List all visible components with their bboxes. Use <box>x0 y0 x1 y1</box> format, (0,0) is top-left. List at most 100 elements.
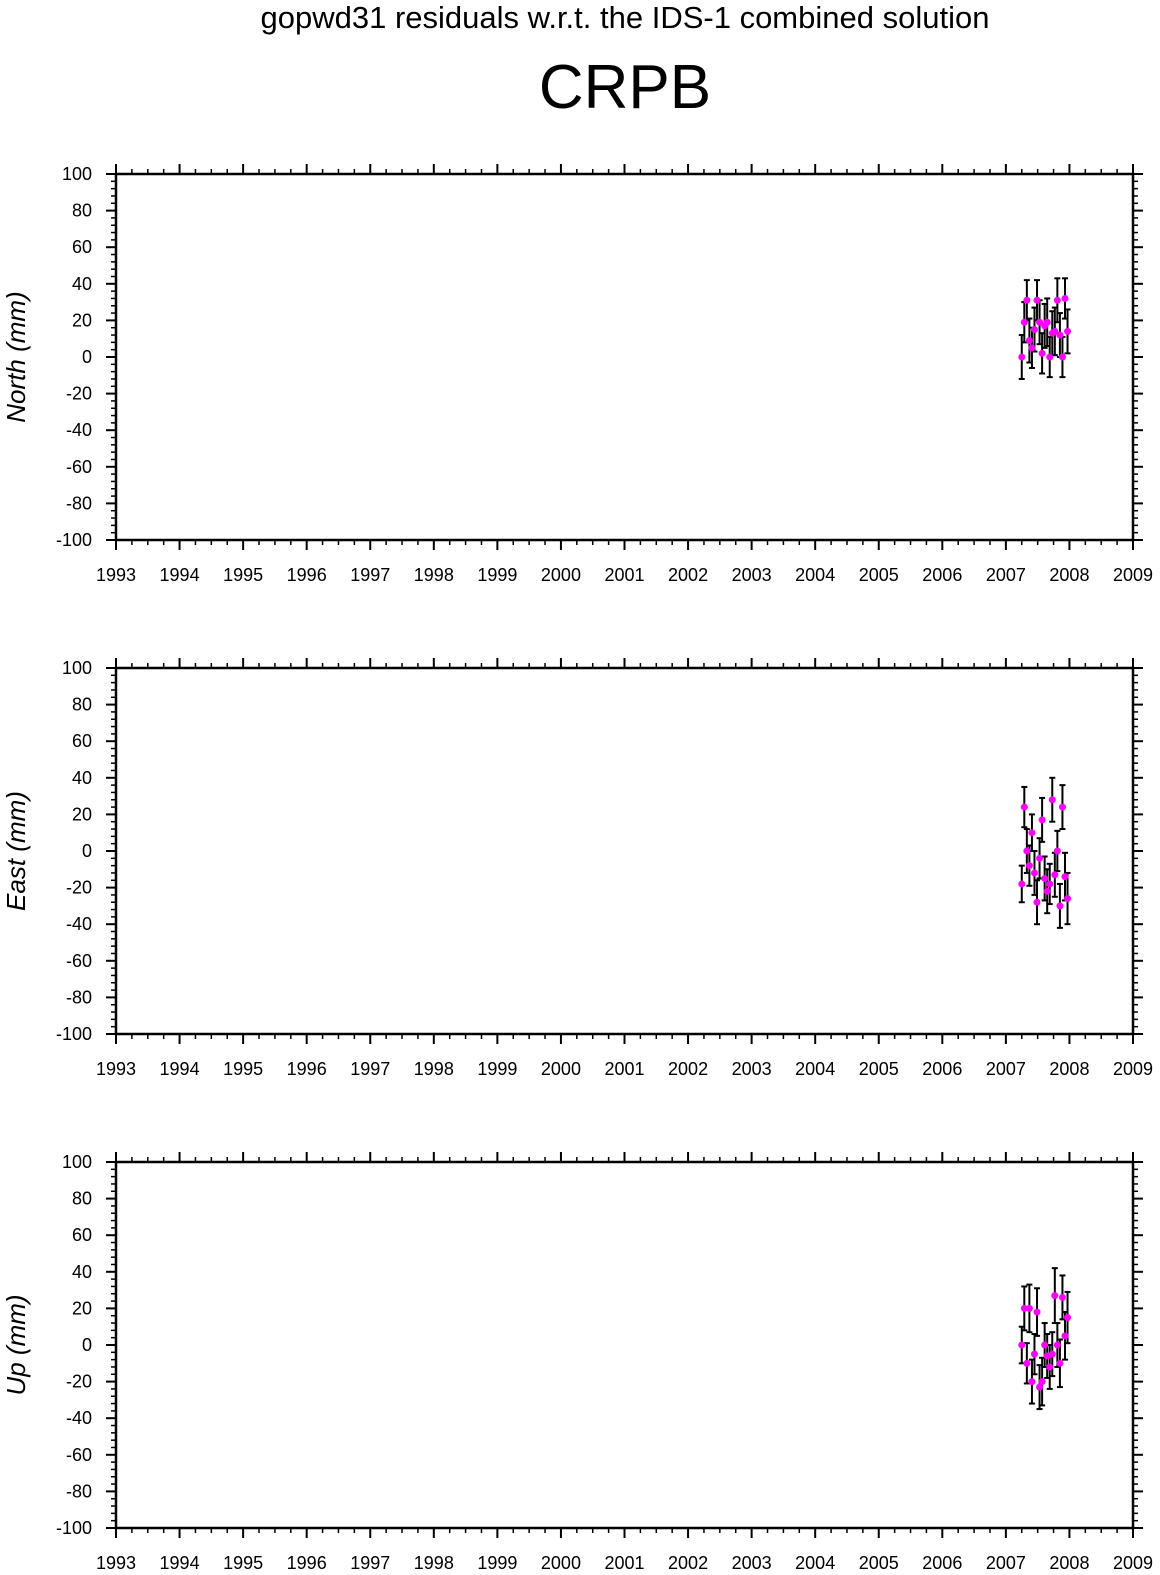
east-xtick-label: 2005 <box>859 1059 899 1079</box>
up-xtick-label: 2008 <box>1049 1553 1089 1573</box>
east-plot-frame <box>114 666 1135 1036</box>
north-plot-frame <box>114 172 1135 542</box>
east-ytick-label: -80 <box>66 987 92 1007</box>
north-ytick-label: 80 <box>72 201 92 221</box>
east-xtick-label: 2009 <box>1113 1059 1153 1079</box>
north-xtick-label: 2006 <box>922 565 962 585</box>
north-ytick-label: 20 <box>72 310 92 330</box>
up-ytick-label: 20 <box>72 1298 92 1318</box>
up-data-point <box>1018 1341 1026 1349</box>
north-data-point <box>1043 318 1051 326</box>
up-ytick-label: 80 <box>72 1189 92 1209</box>
north-ytick-label: -100 <box>56 530 92 550</box>
north-ytick-label: 40 <box>72 274 92 294</box>
up-xtick-label: 1995 <box>223 1553 263 1573</box>
east-data-point <box>1038 816 1046 824</box>
north-xtick-label: 2003 <box>732 565 772 585</box>
east-xtick-label: 2007 <box>986 1059 1026 1079</box>
north-axis-label: North (mm) <box>1 291 31 422</box>
north-data-point <box>1046 353 1054 361</box>
east-ytick-label: 0 <box>82 841 92 861</box>
east-xtick-label: 1996 <box>287 1059 327 1079</box>
up-xtick-label: 2003 <box>732 1553 772 1573</box>
up-data-point <box>1020 1304 1028 1312</box>
north-xtick-label: 1999 <box>477 565 517 585</box>
north-data-point <box>1053 296 1061 304</box>
up-ytick-label: 40 <box>72 1262 92 1282</box>
up-ytick-label: -80 <box>66 1481 92 1501</box>
north-ytick-label: -40 <box>66 420 92 440</box>
up-ytick-label: 100 <box>62 1152 92 1172</box>
up-data-point <box>1030 1350 1038 1358</box>
north-data-point <box>1058 353 1066 361</box>
east-data-point <box>1020 803 1028 811</box>
east-data-point <box>1025 862 1033 870</box>
up-data-point <box>1051 1292 1059 1300</box>
east-xtick-label: 2006 <box>922 1059 962 1079</box>
east-data-point <box>1033 898 1041 906</box>
up-xtick-label: 2000 <box>541 1553 581 1573</box>
up-xtick-label: 2006 <box>922 1553 962 1573</box>
east-data-point <box>1056 902 1064 910</box>
north-ytick-label: -60 <box>66 457 92 477</box>
east-xtick-label: 1995 <box>223 1059 263 1079</box>
up-data-point <box>1033 1308 1041 1316</box>
north-data-point <box>1051 327 1059 335</box>
station-title: CRPB <box>538 53 712 122</box>
east-data-point <box>1028 829 1036 837</box>
east-xtick-label: 2003 <box>732 1059 772 1079</box>
east-xtick-label: 2002 <box>668 1059 708 1079</box>
east-xtick-label: 2004 <box>795 1059 835 1079</box>
north-ytick-label: 60 <box>72 237 92 257</box>
up-data-point <box>1048 1350 1056 1358</box>
up-ytick-label: 0 <box>82 1335 92 1355</box>
east-xtick-label: 2000 <box>541 1059 581 1079</box>
north-xtick-label: 2005 <box>859 565 899 585</box>
up-xtick-label: 2001 <box>604 1553 644 1573</box>
up-ytick-label: -40 <box>66 1408 92 1428</box>
east-xtick-label: 2001 <box>604 1059 644 1079</box>
east-axis-label: East (mm) <box>1 791 31 911</box>
up-data-point <box>1025 1304 1033 1312</box>
north-xtick-label: 2001 <box>604 565 644 585</box>
north-ytick-label: -80 <box>66 493 92 513</box>
up-ytick-label: -60 <box>66 1445 92 1465</box>
north-data-point <box>1018 353 1026 361</box>
up-ytick-label: -100 <box>56 1518 92 1538</box>
north-xtick-label: 2008 <box>1049 565 1089 585</box>
north-xtick-label: 2009 <box>1113 565 1153 585</box>
east-data-point <box>1023 847 1031 855</box>
north-xtick-label: 2000 <box>541 565 581 585</box>
north-xtick-label: 1995 <box>223 565 263 585</box>
east-data-point <box>1046 880 1054 888</box>
north-xtick-label: 1997 <box>350 565 390 585</box>
up-xtick-label: 1994 <box>160 1553 200 1573</box>
east-data-point <box>1064 895 1072 903</box>
east-xtick-label: 1999 <box>477 1059 517 1079</box>
figure-suptitle: gopwd31 residuals w.r.t. the IDS-1 combi… <box>260 0 990 35</box>
up-data-point <box>1053 1341 1061 1349</box>
up-xtick-label: 2004 <box>795 1553 835 1573</box>
east-ytick-label: 40 <box>72 768 92 788</box>
east-data-point <box>1061 873 1069 881</box>
up-data-point <box>1046 1363 1054 1371</box>
up-data-point <box>1036 1383 1044 1391</box>
up-axis-label: Up (mm) <box>1 1294 31 1395</box>
north-xtick-label: 2002 <box>668 565 708 585</box>
north-ytick-label: 0 <box>82 347 92 367</box>
north-ytick-label: -20 <box>66 384 92 404</box>
east-xtick-label: 1998 <box>414 1059 454 1079</box>
east-ytick-label: -100 <box>56 1024 92 1044</box>
north-data-point <box>1036 318 1044 326</box>
north-data-point <box>1030 326 1038 334</box>
up-xtick-label: 1997 <box>350 1553 390 1573</box>
north-data-point <box>1061 294 1069 302</box>
east-data-point <box>1048 796 1056 804</box>
north-xtick-label: 2007 <box>986 565 1026 585</box>
north-data-point <box>1025 337 1033 345</box>
up-data-point <box>1023 1359 1031 1367</box>
north-data-point <box>1056 331 1064 339</box>
east-ytick-label: -60 <box>66 951 92 971</box>
east-xtick-label: 1997 <box>350 1059 390 1079</box>
